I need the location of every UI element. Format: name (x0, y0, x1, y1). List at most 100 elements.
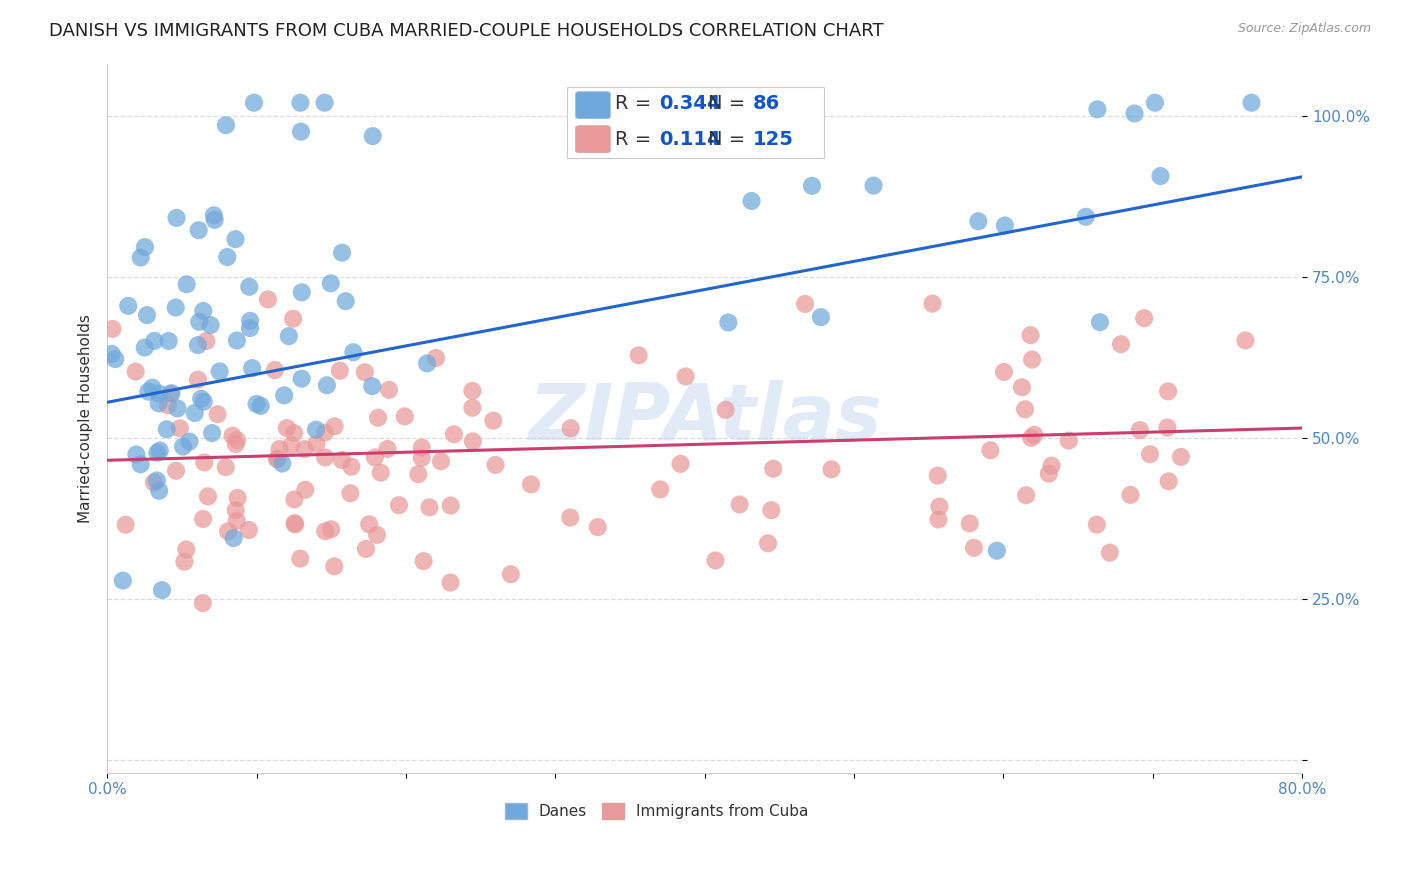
Point (183, 406, 205, 420)
Point (148, 386, 170, 401)
Point (207, 407, 229, 421)
Point (927, 468, 949, 483)
Point (330, 245, 353, 260)
Text: Source: ZipAtlas.com: Source: ZipAtlas.com (1237, 22, 1371, 36)
Point (354, 541, 377, 556)
Point (217, 250, 239, 264)
Point (675, 369, 697, 384)
Point (146, 446, 169, 460)
Point (291, 372, 314, 386)
Point (794, 297, 817, 311)
Point (224, 232, 246, 246)
Point (148, 483, 170, 498)
Point (370, 466, 392, 480)
Point (361, 129, 384, 144)
Point (188, 315, 211, 329)
FancyBboxPatch shape (567, 87, 824, 158)
Point (359, 517, 381, 532)
Point (862, 178, 884, 193)
Point (319, 277, 342, 291)
Point (461, 384, 484, 398)
Point (959, 516, 981, 531)
Point (1129, 423, 1152, 437)
Point (342, 345, 364, 359)
Point (443, 427, 465, 442)
Point (394, 409, 416, 424)
Point (165, 464, 187, 478)
Point (418, 500, 440, 515)
Point (801, 178, 824, 193)
Point (290, 125, 312, 139)
Y-axis label: Married-couple Households: Married-couple Households (79, 314, 93, 523)
Point (499, 567, 522, 582)
Point (979, 443, 1001, 458)
Point (239, 314, 262, 328)
Point (794, 95, 817, 110)
Point (159, 387, 181, 401)
Point (191, 596, 214, 610)
Point (756, 536, 779, 550)
Point (208, 364, 231, 378)
Point (117, 299, 139, 313)
Point (284, 517, 307, 532)
Point (366, 528, 388, 542)
Point (717, 316, 740, 330)
Point (1011, 380, 1033, 394)
Point (141, 381, 163, 395)
Point (240, 361, 263, 376)
Point (100, 347, 122, 361)
Point (1139, 447, 1161, 461)
Point (1149, 169, 1171, 183)
Point (187, 373, 209, 387)
Point (204, 212, 226, 227)
Point (222, 531, 245, 545)
Point (928, 500, 950, 514)
Point (156, 422, 179, 436)
Point (810, 310, 832, 325)
Point (1170, 450, 1192, 464)
Point (461, 434, 484, 449)
Point (191, 512, 214, 526)
Point (271, 457, 294, 471)
Point (1133, 311, 1156, 326)
Point (314, 524, 336, 539)
Point (994, 219, 1017, 233)
Point (257, 293, 280, 307)
Point (1014, 402, 1036, 417)
Point (149, 443, 172, 458)
Point (411, 450, 433, 465)
Point (269, 442, 291, 456)
Point (221, 428, 243, 442)
Point (627, 348, 650, 362)
Point (1088, 315, 1111, 329)
Point (761, 503, 783, 517)
Point (335, 294, 357, 309)
Point (187, 223, 209, 237)
Point (225, 334, 247, 348)
Point (416, 356, 439, 370)
Point (173, 555, 195, 569)
Point (314, 450, 336, 465)
Legend: Danes, Immigrants from Cuba: Danes, Immigrants from Cuba (499, 797, 814, 825)
Point (125, 447, 148, 461)
Point (215, 118, 238, 132)
Point (266, 452, 288, 467)
Point (820, 462, 842, 476)
Point (225, 503, 247, 517)
Point (283, 492, 305, 507)
Point (169, 421, 191, 435)
Point (195, 334, 218, 348)
Point (1109, 337, 1132, 351)
Text: 0.114: 0.114 (659, 129, 721, 149)
Point (239, 321, 262, 335)
Point (1157, 475, 1180, 489)
Point (408, 467, 430, 482)
Point (440, 499, 463, 513)
Point (193, 304, 215, 318)
Point (1074, 210, 1097, 224)
Point (305, 437, 328, 451)
Point (111, 574, 134, 588)
Point (238, 279, 260, 293)
Point (1085, 103, 1108, 117)
Point (217, 524, 239, 539)
